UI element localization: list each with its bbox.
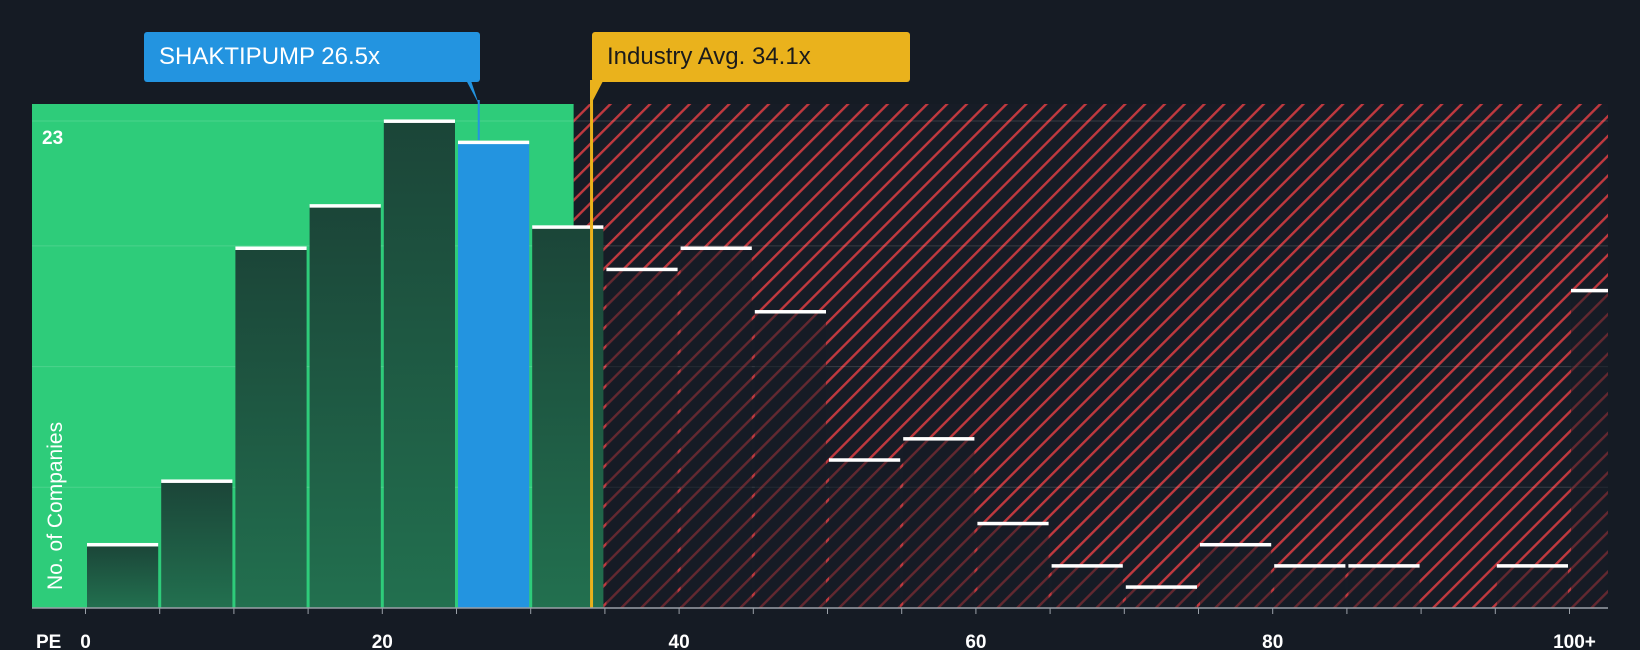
bar-top-marker (680, 246, 752, 250)
company-pe-value: 26.5x (321, 43, 380, 70)
bar-top-marker (1496, 564, 1568, 568)
bar-top-marker (1274, 564, 1346, 568)
x-tick-label: 80 (1262, 632, 1283, 650)
x-tick-label: 40 (669, 632, 690, 650)
x-tick-label: 0 (80, 632, 91, 650)
histogram-bar (829, 459, 901, 608)
industry-avg-callout: Industry Avg. 34.1x (592, 32, 910, 82)
bar-top-marker (829, 458, 901, 462)
industry-avg-label: Industry Avg. (607, 43, 746, 70)
bar-top-marker (903, 437, 975, 441)
bar-top-marker (1125, 585, 1197, 589)
bar-top-marker (1348, 564, 1420, 568)
x-tick-label: 20 (372, 632, 393, 650)
company-ticker: SHAKTIPUMP (159, 43, 315, 70)
bar-top-marker (1200, 542, 1272, 547)
histogram-bar (235, 248, 307, 608)
company-callout-pointer (466, 80, 479, 104)
histogram-bars (87, 119, 1608, 609)
bar-top-marker (977, 521, 1049, 526)
histogram-bar (458, 142, 530, 608)
histogram-bar (1274, 565, 1346, 608)
histogram-bar (1496, 565, 1568, 608)
industry-avg-value: 34.1x (751, 43, 811, 70)
histogram-bar (977, 523, 1049, 608)
histogram-bar (1200, 544, 1272, 608)
bar-top-marker (606, 267, 678, 272)
bar-top-marker (1571, 288, 1608, 293)
bar-top-marker (458, 140, 530, 145)
histogram-bar (1348, 565, 1420, 608)
histogram-bar (903, 438, 975, 608)
bar-top-marker (1051, 564, 1123, 568)
bar-top-marker (235, 246, 307, 250)
x-tick-label: 60 (965, 632, 986, 650)
histogram-bar (1125, 586, 1197, 608)
histogram-bar (606, 269, 678, 608)
bar-top-marker (532, 225, 604, 229)
company-pe-callout: SHAKTIPUMP 26.5x (144, 32, 480, 82)
bar-top-marker (383, 119, 455, 123)
histogram-bar (383, 120, 455, 609)
histogram-bar (1571, 290, 1608, 608)
x-axis-label: PE (36, 632, 61, 650)
histogram-bar (161, 480, 233, 608)
histogram-bar (309, 205, 381, 608)
bar-top-marker (309, 204, 381, 208)
x-axis: 0 20 40 60 80 100+ (32, 607, 1608, 650)
industry-callout-pointer (590, 80, 604, 106)
y-axis-label: No. of Companies (44, 422, 67, 590)
histogram-bar (680, 248, 752, 608)
value-markers (466, 80, 604, 608)
y-tick-label: 23 (42, 128, 63, 149)
bar-top-marker (87, 542, 159, 547)
histogram-bar (87, 544, 159, 608)
bar-top-marker (754, 310, 826, 314)
histogram-bar (754, 311, 826, 608)
bar-top-marker (161, 479, 233, 483)
x-tick-label: 100+ (1553, 632, 1596, 650)
histogram-bar (1051, 565, 1123, 608)
